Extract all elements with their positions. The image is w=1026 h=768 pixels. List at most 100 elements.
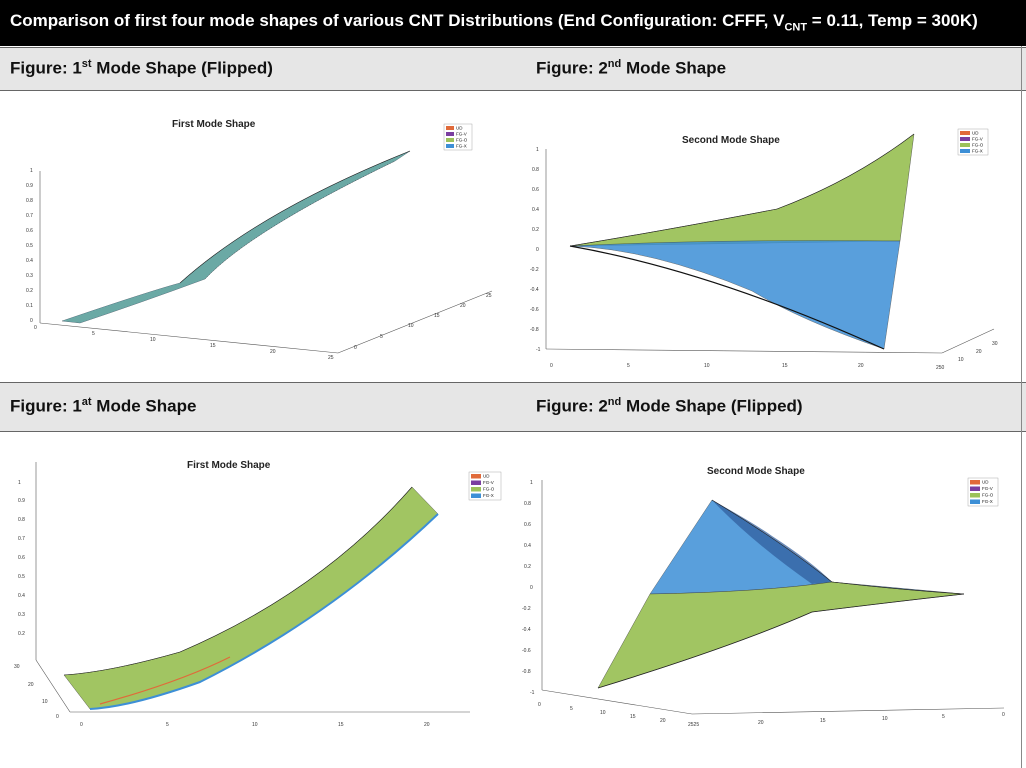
x-tick: 20: [424, 722, 430, 728]
right-border: [1021, 46, 1022, 768]
y-tick: 0.5: [18, 574, 25, 580]
x-tick: 15: [210, 343, 216, 349]
x-tick: 5: [627, 363, 630, 369]
y-tick: 0.7: [26, 213, 33, 219]
legend-item: UD: [972, 131, 979, 136]
y-tick: 0.4: [524, 543, 531, 549]
x-tick: 0: [1002, 712, 1005, 718]
z-tick: 5: [380, 334, 383, 340]
surface: [63, 486, 439, 710]
y-ticks: 1 0.8 0.6 0.4 0.2 0 -0.2 -0.4 -0.6 -0.8 …: [522, 480, 535, 696]
y-tick: 0.4: [18, 593, 25, 599]
figure-caption-1: Figure: 1st Mode Shape (Flipped): [10, 58, 273, 78]
row2-caption-band: Figure: 1at Mode Shape Figure: 2nd Mode …: [0, 382, 1026, 432]
y-tick: -0.8: [522, 669, 531, 675]
y-tick: 0.3: [18, 612, 25, 618]
plot-second-mode-flipped: Second Mode Shape 1 0.8 0.6 0.4 0.2 0 -0…: [512, 432, 1020, 766]
x-ticks-left: 0 5 10 15 20 2525: [538, 702, 699, 728]
legend-item: FG-O: [982, 493, 994, 498]
y-tick: -1: [536, 347, 541, 353]
x-tick: 250: [936, 365, 945, 371]
y-tick: 0.8: [532, 167, 539, 173]
figure-caption-2: Figure: 2nd Mode Shape: [536, 58, 727, 78]
page-header: Comparison of first four mode shapes of …: [0, 0, 1026, 46]
z-tick: 30: [992, 341, 998, 347]
plot-title: Second Mode Shape: [707, 466, 805, 477]
x-tick: 10: [252, 722, 258, 728]
y-tick: 0.6: [18, 555, 25, 561]
legend-item: FG-V: [982, 486, 993, 491]
x-ticks: 0 5 10 15 20 250: [550, 363, 945, 371]
x-tick: 10: [150, 337, 156, 343]
y-tick: 0: [536, 247, 539, 253]
row1-caption-band: Figure: 1st Mode Shape (Flipped) Figure:…: [0, 47, 1026, 91]
surface: [569, 133, 915, 350]
z-tick: 30: [14, 664, 20, 670]
z-tick: 15: [434, 313, 440, 319]
legend-item: FG-V: [456, 132, 467, 137]
x-tick: 10: [600, 710, 606, 716]
y-tick: -0.8: [530, 327, 539, 333]
plot-title: First Mode Shape: [187, 460, 271, 471]
y-tick: 1: [530, 480, 533, 486]
legend-item: FG-O: [972, 143, 984, 148]
z-ticks: 0 5 10 15 20 25: [354, 293, 492, 351]
y-tick: 0.2: [18, 631, 25, 637]
plot3-svg: First Mode Shape 1 0.9 0.8 0.7 0.6 0.5 0…: [14, 460, 502, 728]
x-tick: 10: [704, 363, 710, 369]
z-tick: 10: [42, 699, 48, 705]
y-tick: -0.6: [530, 307, 539, 313]
legend-item: FG-X: [456, 144, 467, 149]
x-tick: 0: [550, 363, 553, 369]
y-tick: -0.2: [530, 267, 539, 273]
y-tick: 0.5: [26, 243, 33, 249]
y-tick: 0.6: [524, 522, 531, 528]
y-tick: 1: [18, 480, 21, 486]
x-tick: 20: [270, 349, 276, 355]
z-tick: 10: [958, 357, 964, 363]
y-ticks: 1 0.9 0.8 0.7 0.6 0.5 0.4 0.3 0.2 0.1 0: [26, 168, 33, 324]
legend-item: FG-O: [483, 487, 495, 492]
z-tick: 10: [408, 323, 414, 329]
x-tick: 15: [338, 722, 344, 728]
legend: UD FG-V FG-O FG-X: [468, 471, 502, 501]
plot-title: First Mode Shape: [172, 119, 256, 130]
plot4-svg: Second Mode Shape 1 0.8 0.6 0.4 0.2 0 -0…: [522, 466, 1005, 728]
x-tick: 0: [80, 722, 83, 728]
z-tick: 20: [28, 682, 34, 688]
y-tick: 0: [30, 318, 33, 324]
y-tick: 0.8: [524, 501, 531, 507]
x-ticks-right: 20 15 10 5 0: [758, 712, 1005, 726]
surface: [61, 150, 411, 324]
z-tick: 0: [56, 714, 59, 720]
x-tick: 0: [34, 325, 37, 331]
x-tick: 5: [942, 714, 945, 720]
legend: UD FG-V FG-O FG-X: [957, 128, 989, 156]
y-tick: 0.8: [18, 517, 25, 523]
y-tick: 0.2: [26, 288, 33, 294]
y-tick: 0.7: [18, 536, 25, 542]
x-tick: 0: [538, 702, 541, 708]
y-tick: 0.4: [532, 207, 539, 213]
x-tick: 5: [92, 331, 95, 337]
plot-title: Second Mode Shape: [682, 135, 780, 146]
y-tick: -1: [530, 690, 535, 696]
z-ticks: 10 20 30: [958, 341, 998, 363]
x-tick: 5: [166, 722, 169, 728]
y-ticks: 1 0.8 0.6 0.4 0.2 0 -0.2 -0.4 -0.6 -0.8 …: [530, 147, 541, 353]
legend-item: UD: [982, 480, 989, 485]
x-tick: 20: [858, 363, 864, 369]
plot-first-mode-flipped: First Mode Shape 1 0.9 0.8 0.7 0.6 0.5 0…: [0, 91, 510, 381]
z-ticks: 30 20 10 0: [14, 664, 59, 720]
plot-first-mode: First Mode Shape 1 0.9 0.8 0.7 0.6 0.5 0…: [0, 432, 510, 766]
z-tick: 20: [460, 303, 466, 309]
y-tick: 0.3: [26, 273, 33, 279]
y-tick: -0.4: [530, 287, 539, 293]
x-tick: 15: [782, 363, 788, 369]
x-ticks: 0 5 10 15 20 25: [34, 325, 334, 361]
x-tick: 15: [630, 714, 636, 720]
x-tick: 5: [570, 706, 573, 712]
figure-caption-4: Figure: 2nd Mode Shape (Flipped): [536, 396, 803, 416]
y-tick: 0.9: [18, 498, 25, 504]
legend-item: FG-V: [483, 480, 494, 485]
